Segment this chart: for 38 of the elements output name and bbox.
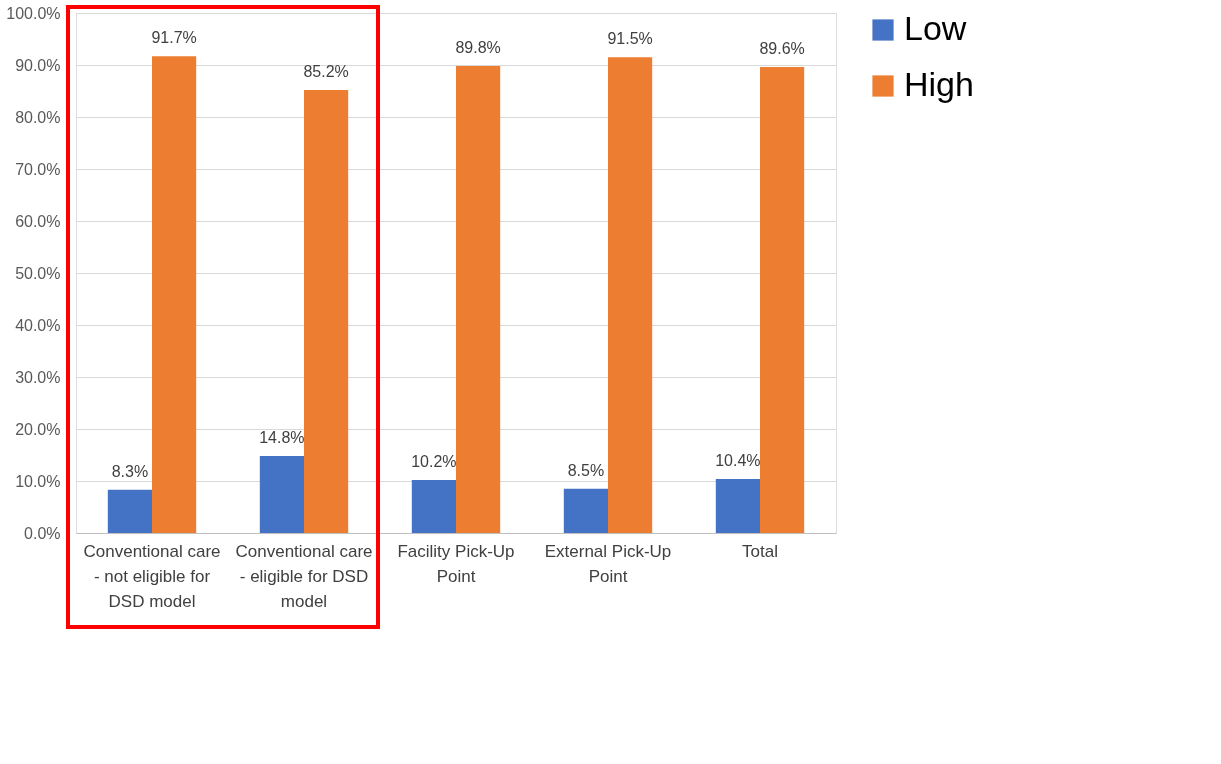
y-tick-label: 80.0%	[15, 108, 61, 126]
bar	[304, 89, 349, 533]
x-tick-label: Conventional care - not eligible for DSD model	[83, 541, 221, 611]
data-label: 8.5%	[567, 461, 605, 479]
data-label: 10.4%	[715, 451, 761, 469]
bar	[411, 479, 456, 533]
data-label: 14.8%	[259, 429, 305, 447]
legend-label: Low	[904, 9, 967, 47]
y-tick-label: 60.0%	[15, 212, 61, 230]
data-label: 91.5%	[607, 30, 653, 48]
y-tick-label: 40.0%	[15, 316, 61, 334]
y-tick-label: 10.0%	[15, 472, 61, 490]
bar	[715, 478, 760, 533]
y-tick-label: 0.0%	[24, 524, 61, 542]
y-tick-label: 50.0%	[15, 264, 61, 282]
x-tick-label: Total	[742, 541, 778, 561]
data-label: 89.8%	[455, 39, 501, 57]
bar	[760, 67, 805, 533]
x-tick-label: Conventional care - eligible for DSD model	[235, 541, 373, 611]
data-label: 85.2%	[303, 62, 349, 80]
y-tick-label: 90.0%	[15, 56, 61, 74]
y-tick-label: 100.0%	[6, 4, 61, 22]
y-tick-label: 70.0%	[15, 160, 61, 178]
data-label: 8.3%	[111, 462, 149, 480]
y-tick-label: 30.0%	[15, 368, 61, 386]
bar	[152, 56, 197, 533]
data-label: 89.6%	[759, 40, 805, 58]
bar	[563, 488, 608, 533]
bar	[608, 57, 653, 533]
y-tick-label: 20.0%	[15, 420, 61, 438]
bar	[259, 456, 304, 533]
bar	[107, 489, 152, 533]
x-tick-label: External Pick-Up Point	[544, 541, 672, 586]
legend-label: High	[904, 65, 974, 103]
bar	[456, 66, 501, 533]
data-label: 91.7%	[151, 29, 197, 47]
data-label: 10.2%	[411, 452, 457, 470]
x-tick-label: Facility Pick-Up Point	[397, 541, 515, 586]
